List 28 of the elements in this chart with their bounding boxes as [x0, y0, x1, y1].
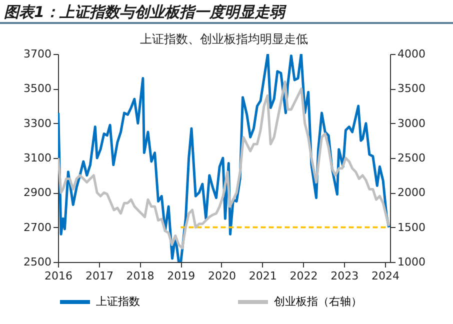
y-tick-label: 3100 [24, 152, 52, 164]
y2-tick-label: 1500 [398, 220, 426, 234]
x-tick-label: 2020 [208, 270, 236, 282]
legend-label: 创业板指（右轴） [274, 295, 362, 308]
y-tick-label: 3500 [24, 82, 52, 96]
chart-title: 图表1：上证指数与创业板指一度明显走弱 [0, 0, 453, 24]
x-tick-label: 2019 [167, 270, 196, 282]
y2-tick-label: 3500 [398, 82, 426, 96]
x-tick-label: 2016 [44, 270, 72, 282]
x-tick-label: 2017 [85, 270, 114, 282]
x-tick-label: 2018 [126, 270, 154, 282]
legend-label: 上证指数 [96, 295, 140, 308]
chart-subtitle: 上证指数、创业板指均明显走低 [140, 32, 308, 46]
y-tick-label: 2700 [24, 220, 52, 234]
y2-tick-label: 3000 [398, 116, 426, 130]
x-tick-label: 2021 [248, 270, 277, 282]
y2-tick-label: 2000 [398, 186, 426, 200]
y2-tick-label: 4000 [398, 48, 426, 60]
y-tick-label: 3700 [24, 48, 52, 60]
y-tick-label: 2500 [24, 256, 52, 268]
x-tick-label: 2024 [371, 270, 400, 282]
x-tick-label: 2022 [290, 270, 318, 282]
y-tick-label: 3300 [24, 116, 52, 130]
x-tick-label: 2023 [330, 270, 359, 282]
line-series [58, 80, 390, 250]
y-tick-label: 2900 [24, 186, 52, 200]
y2-tick-label: 1000 [398, 256, 426, 268]
y2-tick-label: 2500 [398, 152, 426, 164]
